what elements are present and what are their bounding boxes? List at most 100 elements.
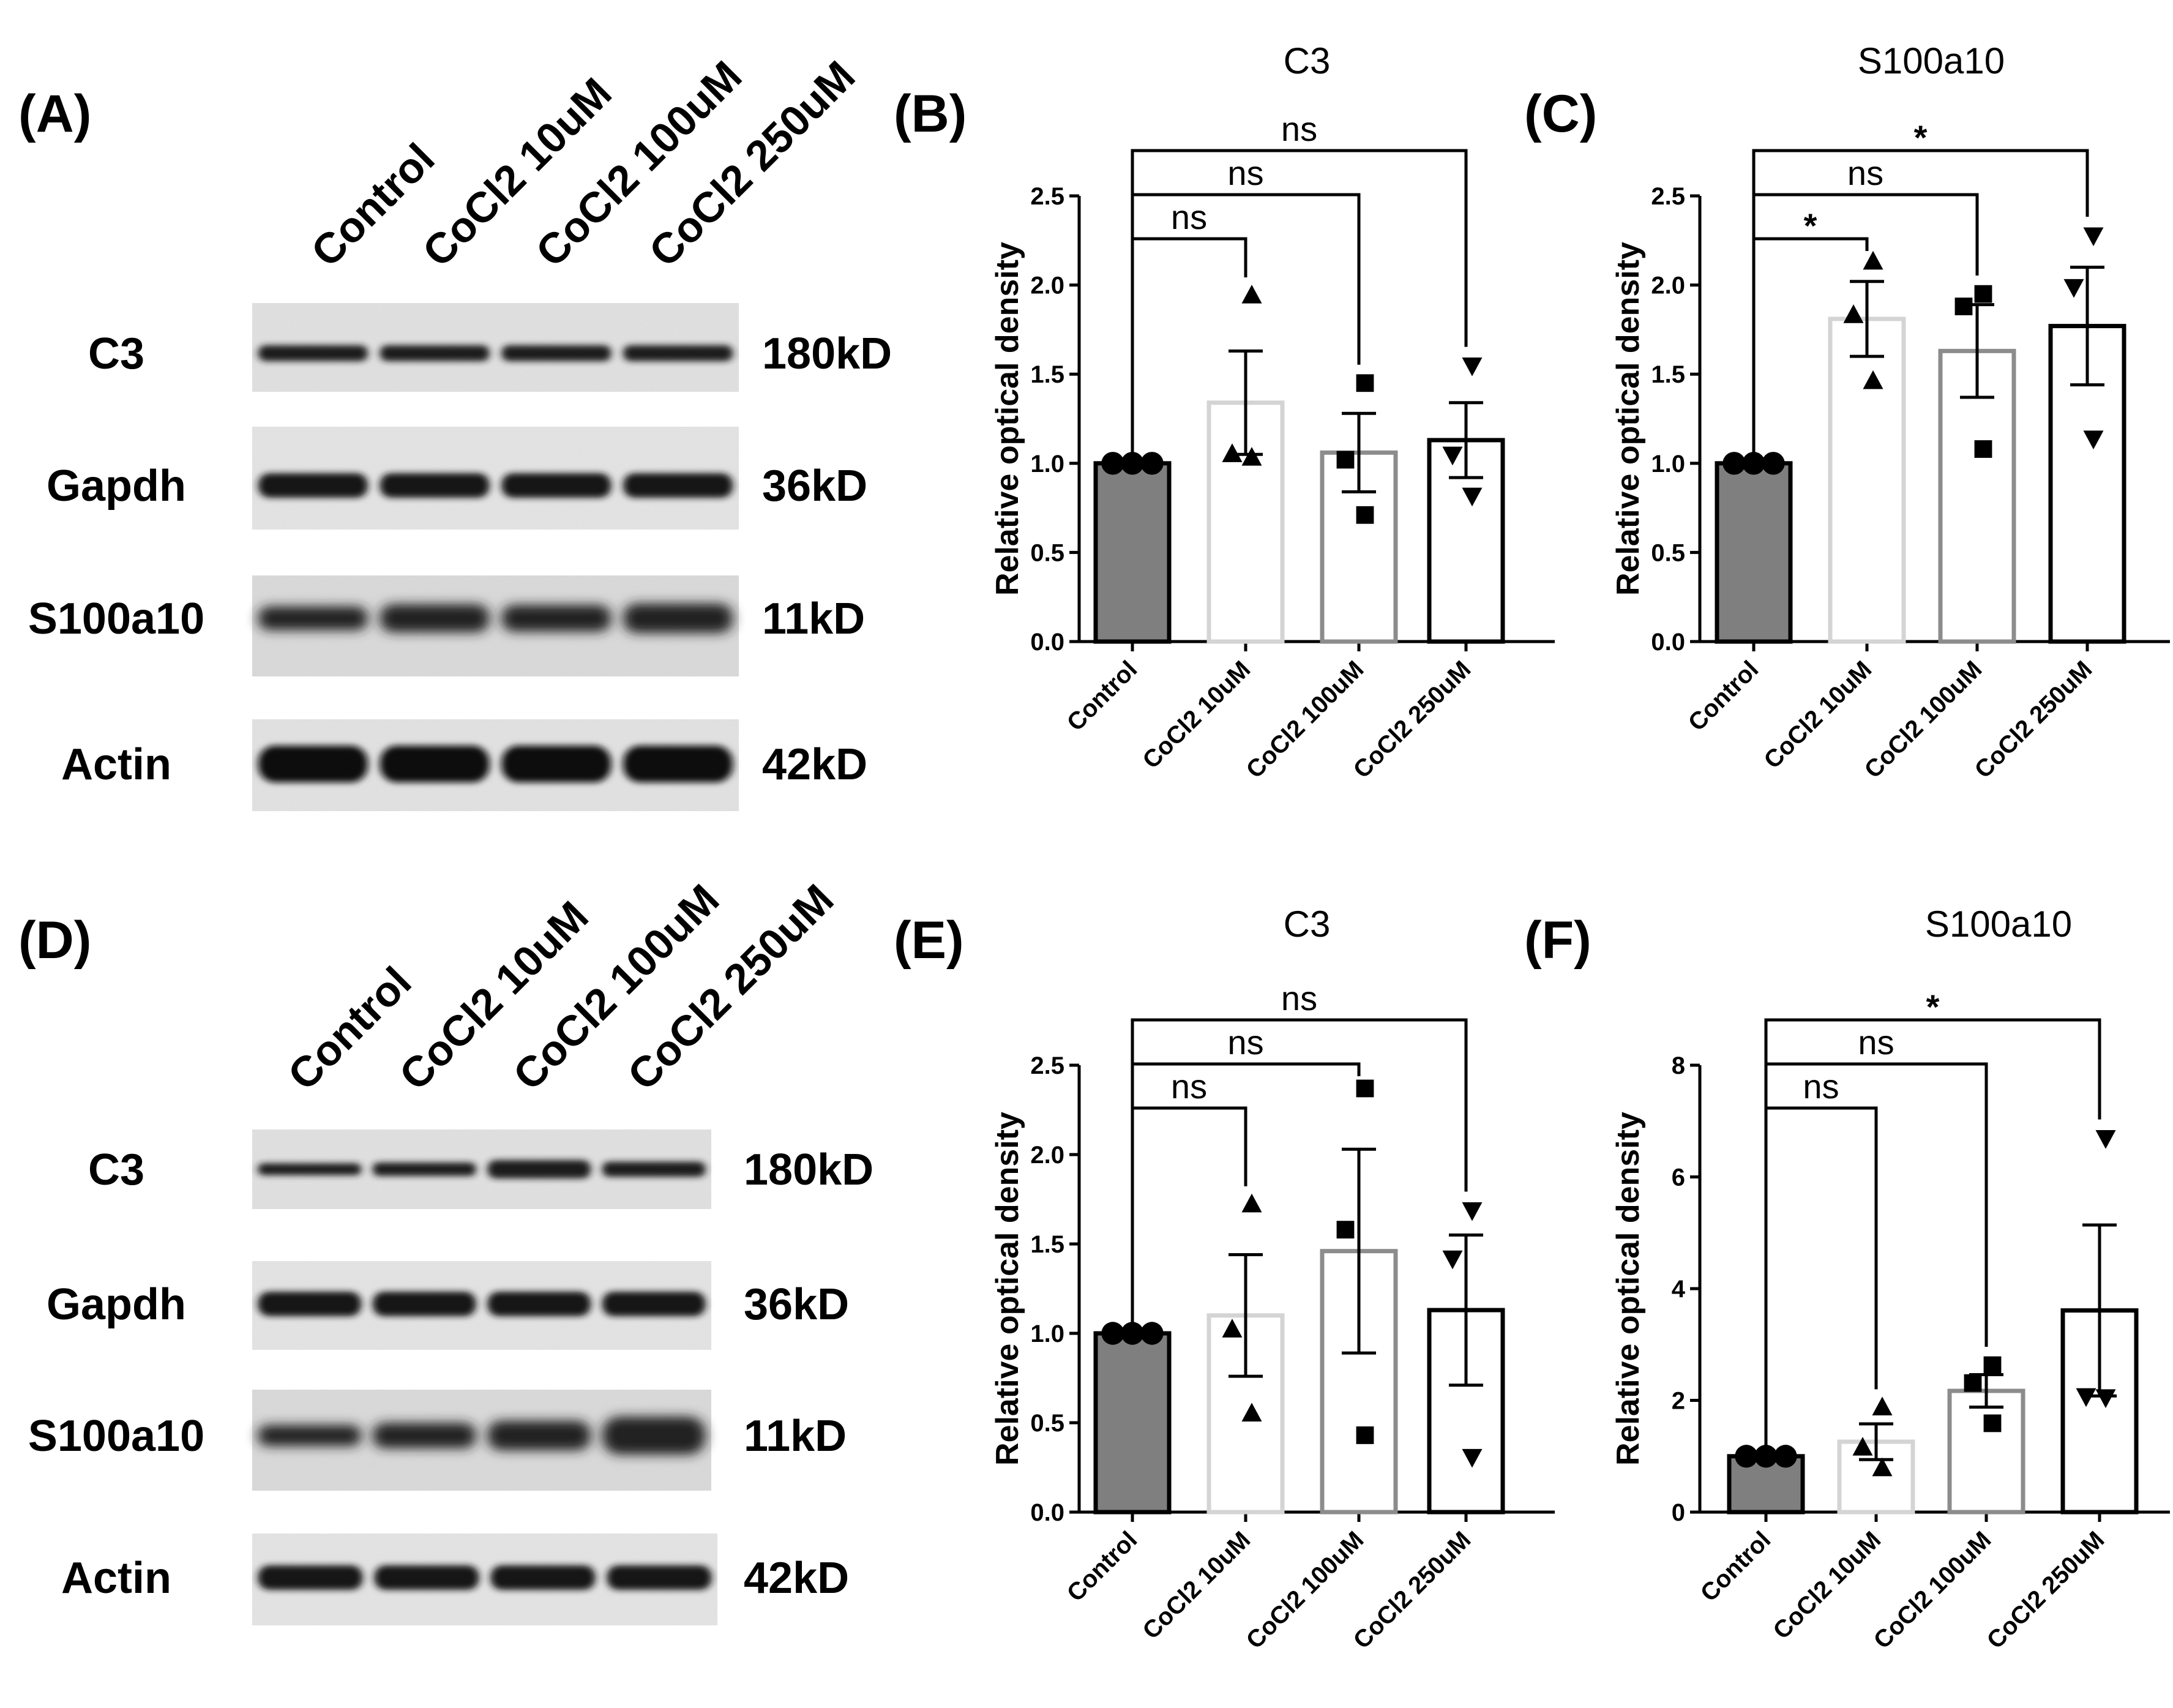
data-point <box>1241 285 1262 304</box>
y-tick-label: 0.0 <box>1651 629 1685 656</box>
blot-band <box>380 345 490 361</box>
blot-band <box>607 1565 712 1590</box>
data-point <box>1462 358 1483 376</box>
significance-label: ns <box>1171 1067 1207 1106</box>
blot-band <box>602 1292 706 1316</box>
data-point <box>1241 1193 1262 1213</box>
y-tick-label: 2.5 <box>1030 1052 1064 1079</box>
y-tick-label: 1.5 <box>1651 361 1685 388</box>
y-tick-label: 4 <box>1672 1276 1686 1303</box>
blot-band <box>258 1565 363 1590</box>
blot-band <box>487 1420 591 1451</box>
data-point <box>1222 1319 1243 1338</box>
y-tick-label: 0.0 <box>1030 1499 1064 1526</box>
x-tick-label: CoCl2 100uM <box>1860 656 1988 784</box>
x-tick-label: Control <box>1062 656 1143 736</box>
blot-band <box>258 345 368 361</box>
lane-label: CoCl2 100uM <box>504 875 728 1099</box>
data-point <box>1843 304 1864 323</box>
panel-label: (E) <box>894 911 964 970</box>
y-tick-label: 0.5 <box>1651 539 1685 566</box>
blot-band <box>372 1423 476 1448</box>
molecular-weight-label: 42kD <box>744 1554 849 1603</box>
x-tick-label: Control <box>1062 1526 1143 1607</box>
significance-label: * <box>1914 118 1928 157</box>
data-point <box>1101 452 1124 475</box>
blot-strip <box>252 1261 711 1350</box>
blot-band <box>623 473 733 498</box>
protein-label: Actin <box>61 1554 171 1603</box>
significance-label: ns <box>1847 154 1883 192</box>
blot-strip <box>252 427 739 530</box>
data-point <box>1762 452 1785 475</box>
y-tick-label: 2.5 <box>1651 183 1685 210</box>
data-point <box>1101 1322 1124 1345</box>
y-tick-label: 2.0 <box>1030 272 1064 299</box>
lane-label: Control <box>302 135 443 276</box>
data-point <box>1336 1221 1355 1239</box>
data-point <box>1462 487 1483 507</box>
data-point <box>1356 374 1374 392</box>
y-tick-label: 6 <box>1672 1164 1685 1191</box>
data-point <box>1442 446 1463 466</box>
blot-band <box>487 1292 591 1316</box>
significance-label: ns <box>1281 110 1317 148</box>
data-point <box>1852 1437 1873 1456</box>
data-point <box>1356 1079 1374 1098</box>
protein-label: S100a10 <box>28 1412 204 1461</box>
blot-band <box>380 473 490 498</box>
data-point <box>1241 1403 1262 1421</box>
data-point <box>1754 1445 1778 1468</box>
data-point <box>1356 506 1374 524</box>
y-axis-title: Relative optical density <box>990 242 1025 596</box>
bar <box>1715 461 1793 644</box>
bar <box>1828 317 1906 644</box>
data-point <box>1462 1448 1483 1468</box>
blot-band <box>258 606 368 631</box>
data-point <box>2083 430 2104 450</box>
data-point <box>1356 1426 1374 1444</box>
blot-strip <box>252 1129 711 1209</box>
blot-band <box>490 1565 596 1590</box>
data-point <box>1722 452 1746 475</box>
y-tick-label: 2.0 <box>1651 272 1685 299</box>
data-point <box>1863 370 1883 389</box>
y-tick-label: 2 <box>1672 1388 1685 1415</box>
bar <box>1320 450 1398 644</box>
y-tick-label: 2.5 <box>1030 183 1064 210</box>
bar <box>1093 461 1172 644</box>
panel-label: (B) <box>894 84 967 143</box>
y-tick-label: 0.0 <box>1030 629 1064 656</box>
x-tick-label: CoCl2 250uM <box>1970 656 2098 784</box>
data-point <box>1983 1356 2002 1374</box>
bar-chart: (B) C3 Relative optical density 0.0 0.5 1.0 1.… <box>894 40 1555 784</box>
y-tick-label: 0.5 <box>1030 1410 1064 1437</box>
y-tick-label: 0.5 <box>1030 539 1064 566</box>
data-point <box>1872 1457 1893 1477</box>
y-axis-title: Relative optical density <box>990 1112 1025 1466</box>
panel-label: (F) <box>1524 911 1591 970</box>
blot-strip <box>252 1390 711 1491</box>
chart-title: S100a10 <box>1858 40 2005 81</box>
data-point <box>1442 1250 1463 1270</box>
significance-bracket <box>1131 149 1468 457</box>
data-point <box>1140 452 1164 475</box>
significance-bracket <box>1752 149 2089 457</box>
data-point <box>1121 452 1144 475</box>
data-point <box>1241 447 1262 466</box>
blot-band <box>372 1162 476 1177</box>
blot-strip <box>252 719 739 811</box>
data-point <box>1954 298 1973 315</box>
significance-label: ns <box>1281 979 1317 1017</box>
molecular-weight-label: 11kD <box>762 594 865 643</box>
significance-bracket <box>1764 1018 2101 1450</box>
molecular-weight-label: 11kD <box>744 1412 847 1461</box>
y-tick-label: 0 <box>1672 1499 1685 1526</box>
data-point <box>1742 452 1765 475</box>
blot-band <box>501 345 612 361</box>
blot-band <box>380 746 490 782</box>
y-tick-label: 2.0 <box>1030 1142 1064 1169</box>
data-point <box>1121 1322 1144 1345</box>
data-point <box>2063 279 2084 298</box>
